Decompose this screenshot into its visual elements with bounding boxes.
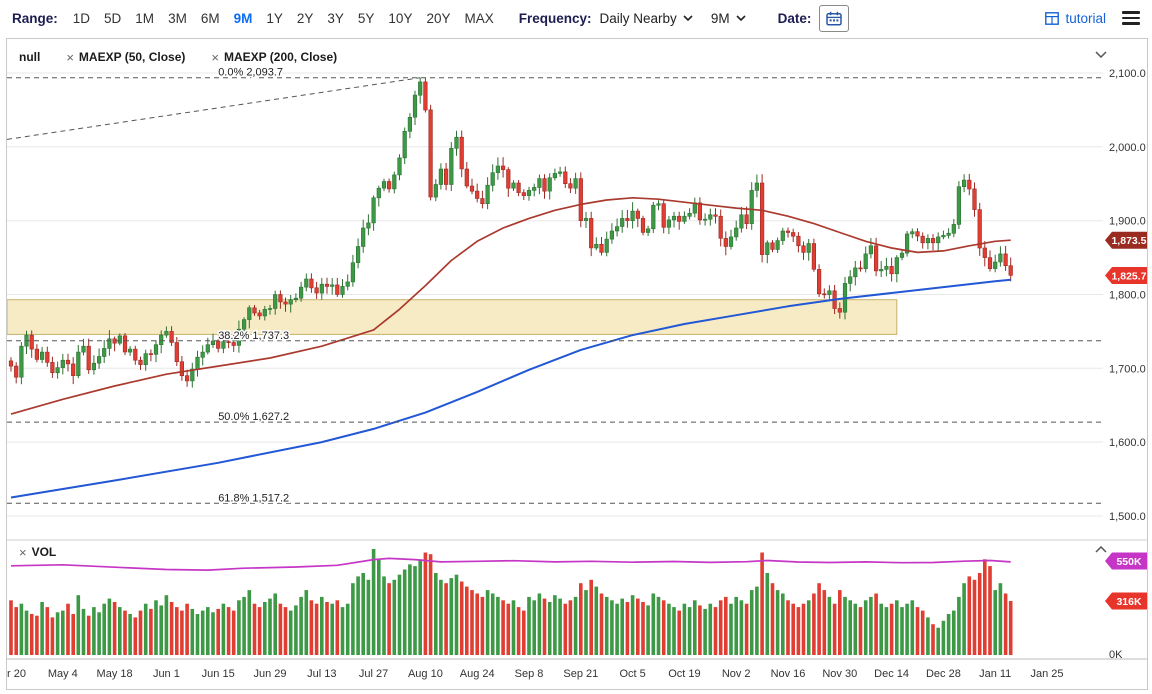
svg-text:Aug 10: Aug 10: [408, 668, 443, 680]
svg-text:50.0% 1,627.2: 50.0% 1,627.2: [218, 411, 289, 423]
svg-text:r 20: r 20: [7, 668, 26, 680]
legend-item: null: [19, 50, 40, 64]
range-option-10y[interactable]: 10Y: [388, 10, 413, 26]
svg-text:1,700.0: 1,700.0: [1109, 363, 1146, 375]
svg-text:Jan 11: Jan 11: [979, 668, 1011, 680]
frequency-label: Frequency:: [518, 10, 592, 26]
legend-item: × VOL: [19, 545, 56, 559]
svg-text:Sep 8: Sep 8: [515, 668, 544, 680]
legend-item: × MAEXP (200, Close): [211, 50, 337, 64]
svg-text:Dec 28: Dec 28: [926, 668, 961, 680]
range-option-5y[interactable]: 5Y: [357, 10, 375, 26]
range-option-5d[interactable]: 5D: [104, 10, 122, 26]
svg-text:1,600.0: 1,600.0: [1109, 437, 1146, 449]
svg-text:38.2% 1,737.3: 38.2% 1,737.3: [218, 330, 289, 342]
close-icon[interactable]: ×: [211, 49, 219, 65]
svg-text:1,825.7: 1,825.7: [1111, 270, 1146, 282]
svg-text:Oct 5: Oct 5: [619, 668, 645, 680]
candlesticks: [8, 77, 1013, 388]
range-option-20y[interactable]: 20Y: [426, 10, 451, 26]
svg-text:1,800.0: 1,800.0: [1109, 290, 1146, 302]
period-select[interactable]: 9M: [711, 11, 746, 26]
frequency-value: Daily Nearby: [599, 10, 677, 26]
price-pane-legend: null × MAEXP (50, Close) × MAEXP (200, Close…: [19, 50, 337, 64]
date-label: Date:: [777, 10, 812, 26]
legend-label: VOL: [31, 545, 57, 559]
svg-text:2,100.0: 2,100.0: [1109, 68, 1146, 80]
svg-text:1,900.0: 1,900.0: [1109, 216, 1146, 228]
svg-text:1,500.0: 1,500.0: [1109, 511, 1146, 523]
svg-text:61.8% 1,517.2: 61.8% 1,517.2: [218, 492, 289, 504]
svg-text:Jan 25: Jan 25: [1030, 668, 1063, 680]
date-picker-button[interactable]: [819, 4, 850, 32]
svg-text:Jun 29: Jun 29: [253, 668, 286, 680]
svg-text:1,873.5: 1,873.5: [1111, 235, 1146, 247]
open-interest-line: [10, 557, 1011, 571]
svg-text:Jun 15: Jun 15: [202, 668, 235, 680]
trend-line: [7, 77, 421, 140]
chart-canvas[interactable]: 2,100.0 2,000.0 1,900.0 1,800.0 1,700.0 1,600…: [7, 39, 1147, 689]
fib-retracement-lines: 0.0% 2,093.7 38.2% 1,737.3 50.0% 1,627.2 61…: [7, 65, 1103, 506]
toolbar: Range: 1D 5D 1M 3M 6M 9M 1Y 2Y 3Y 5Y 10Y 20Y MAX Fre…: [0, 0, 1152, 36]
legend-label: MAEXP (200, Close): [224, 50, 338, 64]
range-option-6m[interactable]: 6M: [200, 10, 220, 26]
frequency-select[interactable]: Daily Nearby: [600, 11, 693, 26]
frequency-group: Frequency: Daily Nearby: [519, 11, 707, 26]
chart-area: 2,100.0 2,000.0 1,900.0 1,800.0 1,700.0 1,600…: [6, 38, 1148, 690]
svg-text:Jun 1: Jun 1: [153, 668, 180, 680]
svg-text:316K: 316K: [1116, 596, 1142, 608]
ma50-line: [10, 196, 1011, 415]
tutorial-label: tutorial: [1065, 10, 1106, 26]
highlight-band: [7, 299, 898, 335]
svg-text:Jul 27: Jul 27: [359, 668, 388, 680]
svg-text:Jul 13: Jul 13: [307, 668, 336, 680]
svg-text:May 18: May 18: [97, 668, 133, 680]
svg-text:Nov 2: Nov 2: [722, 668, 751, 680]
range-option-1m[interactable]: 1M: [135, 10, 155, 26]
calendar-icon: [826, 11, 843, 26]
range-option-1d[interactable]: 1D: [72, 10, 91, 26]
volume-pane-legend: × VOL: [19, 545, 56, 559]
menu-icon[interactable]: [1122, 11, 1140, 25]
price-gridlines: [7, 72, 1103, 517]
volume-badges: 550K 316K 0K: [1105, 552, 1147, 661]
price-axis-labels: 2,100.0 2,000.0 1,900.0 1,800.0 1,700.0 1,600…: [1109, 68, 1146, 523]
range-option-9m[interactable]: 9M: [233, 10, 253, 26]
svg-text:Nov 16: Nov 16: [771, 668, 806, 680]
svg-text:May 4: May 4: [48, 668, 78, 680]
svg-text:Sep 21: Sep 21: [563, 668, 598, 680]
svg-text:Aug 24: Aug 24: [460, 668, 495, 680]
close-icon[interactable]: ×: [19, 544, 27, 560]
date-group: Date:: [777, 4, 850, 32]
svg-text:2,000.0: 2,000.0: [1109, 142, 1146, 154]
price-badges: 1,873.5 1,825.7: [1105, 231, 1147, 284]
table-grid-icon: [1045, 11, 1060, 25]
legend-label: null: [19, 50, 41, 64]
legend-item: × MAEXP (50, Close): [66, 50, 185, 64]
close-icon[interactable]: ×: [66, 49, 74, 65]
legend-label: MAEXP (50, Close): [78, 50, 186, 64]
chevron-down-icon: [683, 15, 693, 21]
ma200-line: [10, 278, 1011, 499]
svg-text:0.0% 2,093.7: 0.0% 2,093.7: [218, 67, 283, 79]
range-option-3m[interactable]: 3M: [168, 10, 187, 26]
svg-text:Oct 19: Oct 19: [668, 668, 700, 680]
chevron-down-icon: [736, 15, 746, 21]
range-option-3y[interactable]: 3Y: [327, 10, 344, 26]
range-options: 1D 5D 1M 3M 6M 9M 1Y 2Y 3Y 5Y 10Y 20Y MAX: [66, 11, 501, 26]
tutorial-link[interactable]: tutorial: [1045, 11, 1106, 26]
range-option-max[interactable]: MAX: [464, 10, 494, 26]
range-label: Range:: [12, 10, 58, 26]
svg-text:Dec 14: Dec 14: [874, 668, 909, 680]
period-value: 9M: [710, 10, 730, 26]
svg-text:550K: 550K: [1116, 556, 1142, 568]
range-option-2y[interactable]: 2Y: [296, 10, 314, 26]
svg-text:Nov 30: Nov 30: [822, 668, 857, 680]
svg-text:0K: 0K: [1109, 649, 1123, 661]
x-axis-labels: r 20 May 4 May 18 Jun 1 Jun 15 Jun 29 Jul 13 Ju…: [7, 668, 1064, 680]
range-option-1y[interactable]: 1Y: [266, 10, 283, 26]
volume-bars: [9, 549, 1013, 655]
